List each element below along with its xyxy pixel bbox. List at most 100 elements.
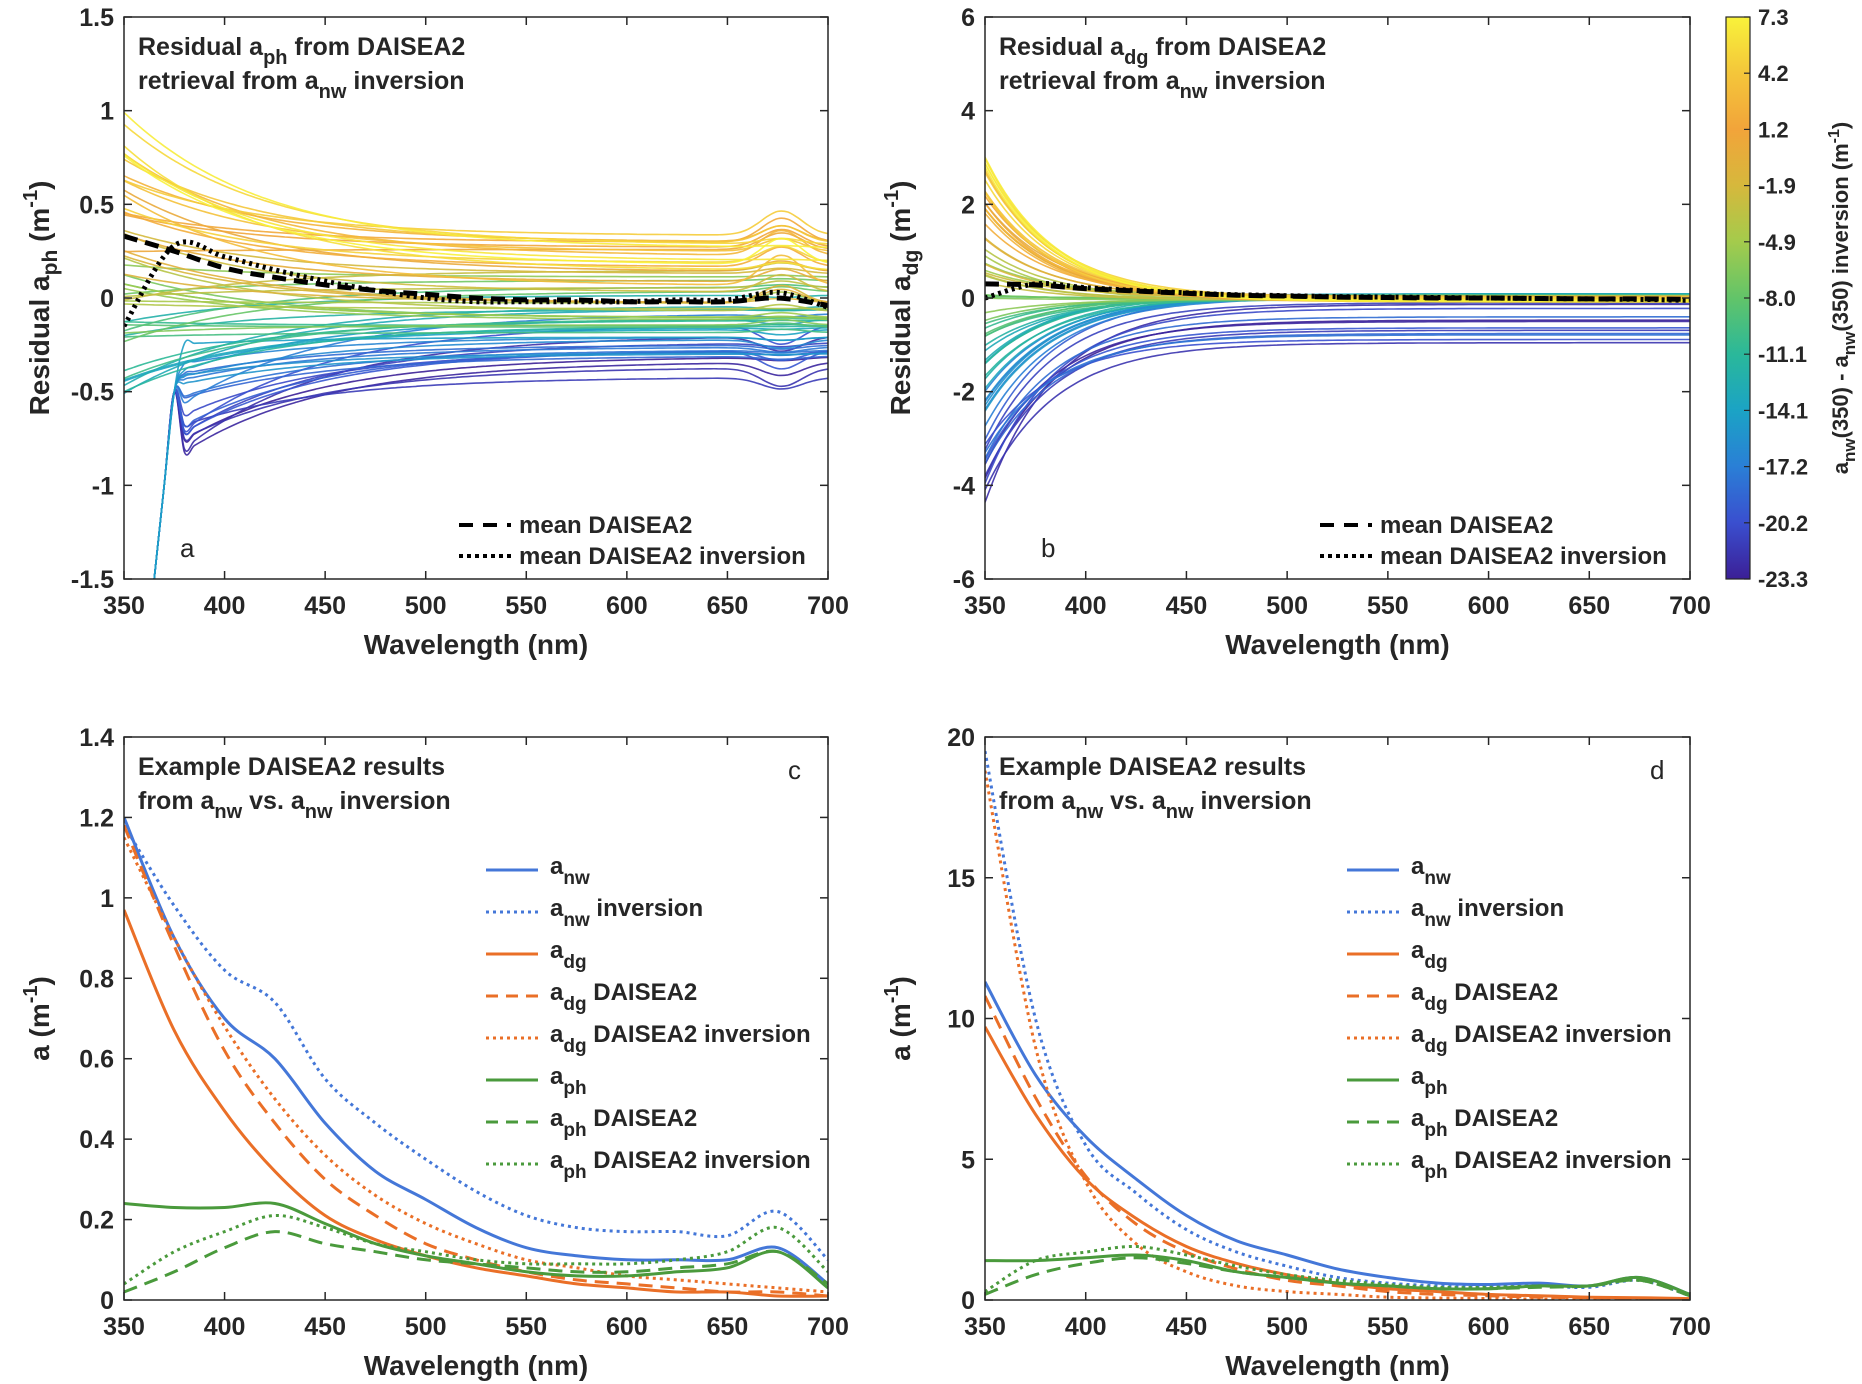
title-sub: nw: [305, 801, 333, 823]
residual-spectrum-line: [985, 162, 1690, 303]
panel-b-chart: 350 400 450 500 550 600 650 700 -6 -4 -2 0 2 4 6 Wavele…: [881, 4, 1711, 660]
legend-label: adg: [1411, 937, 1448, 973]
title-sub: nw: [214, 801, 242, 823]
legend-sub: dg: [563, 994, 586, 1015]
x-tick-label: 650: [707, 1313, 749, 1341]
title-text: Example DAISEA2 results: [138, 753, 445, 781]
y-tick-label: 2: [961, 191, 975, 219]
y-axis-label: a (m-1): [20, 976, 55, 1061]
colorbar-tick-label: 4.2: [1758, 61, 1789, 86]
x-axis-label: Wavelength (nm): [364, 629, 589, 660]
legend-text: DAISEA2 inversion: [1448, 1021, 1672, 1048]
title-sub: nw: [1180, 81, 1208, 103]
panel-title-line1: Example DAISEA2 results: [138, 753, 445, 781]
title-text: inversion: [333, 787, 451, 815]
title-text: Example DAISEA2 results: [999, 753, 1306, 781]
x-tick-label: 350: [964, 1313, 1006, 1341]
x-axis-label: Wavelength (nm): [1225, 1350, 1450, 1381]
title-sub: dg: [1124, 47, 1148, 69]
y-label-sup: -1: [20, 985, 42, 1003]
x-tick-label: 450: [1166, 1313, 1208, 1341]
residual-spectrum-line: [153, 342, 828, 579]
residual-spectrum-line: [124, 257, 828, 312]
title-sub: nw: [1166, 801, 1194, 823]
y-tick-label: 1.5: [79, 4, 114, 32]
panel-title-line1: Residual adg from DAISEA2: [999, 33, 1326, 69]
residual-spectrum-line: [124, 158, 828, 243]
y-label-text: ): [24, 181, 55, 190]
legend-sub: ph: [563, 1078, 586, 1099]
y-label-text: ): [885, 976, 916, 985]
legend-label: anw: [550, 853, 590, 889]
legend-label: adg DAISEA2: [1411, 979, 1558, 1015]
residual-spectrum-line: [124, 123, 828, 245]
residual-spectrum-line: [153, 339, 828, 579]
legend-text: DAISEA2: [1448, 979, 1559, 1006]
y-tick-label: 15: [947, 865, 975, 893]
x-tick-label: 600: [1468, 1313, 1510, 1341]
series-line-c-1: [124, 824, 828, 1261]
y-label-sup: -1: [881, 985, 903, 1003]
title-text: vs. a: [242, 787, 306, 815]
residual-spectrum-line: [124, 322, 828, 328]
x-tick-label: 550: [505, 1313, 547, 1341]
residual-spectrum-line: [124, 211, 828, 268]
panel-title-line1: Example DAISEA2 results: [999, 753, 1306, 781]
legend-sub: dg: [563, 952, 586, 973]
legend-text: DAISEA2: [587, 979, 698, 1006]
x-tick-label: 600: [1468, 592, 1510, 620]
series-line-d-4: [985, 770, 1690, 1300]
y-tick-label: -1.5: [71, 566, 114, 594]
residual-spectrum-line: [124, 229, 828, 274]
legend-sub: ph: [563, 1162, 586, 1183]
legend-text: DAISEA2: [587, 1105, 698, 1132]
panel-letter: b: [1041, 533, 1055, 563]
y-tick-label: 0: [100, 1287, 114, 1315]
y-tick-label: 0: [100, 285, 114, 313]
y-axis-label: Residual aph (m-1): [20, 181, 62, 416]
residual-spectrum-line: [124, 280, 828, 298]
colorbar-label-sub: nw: [1840, 438, 1859, 462]
y-axis-label: Residual adg (m-1): [881, 181, 923, 416]
series-line-c-0: [124, 816, 828, 1286]
series-line-c-7: [124, 1213, 828, 1286]
y-tick-label: 0.2: [79, 1207, 114, 1235]
residual-spectrum-line: [124, 153, 828, 262]
series-line-c-3: [124, 824, 828, 1298]
panel-title-line2: from anw vs. anw inversion: [138, 787, 451, 823]
legend-sub: dg: [1424, 952, 1447, 973]
x-tick-label: 500: [1266, 1313, 1308, 1341]
legend-sub: dg: [1424, 1036, 1447, 1057]
y-tick-label: 20: [947, 724, 975, 752]
series-line-c-4: [124, 836, 828, 1294]
colorbar-tick-label: 1.2: [1758, 117, 1789, 142]
colorbar-tick-label: -23.3: [1758, 567, 1808, 592]
legend-label: aph DAISEA2 inversion: [550, 1147, 811, 1183]
series-group: [985, 750, 1690, 1300]
legend-text: a: [1411, 895, 1425, 922]
residual-spectrum-line: [124, 179, 828, 252]
legend-sub: ph: [1424, 1120, 1447, 1141]
colorbar: 7.3 4.2 1.2 -1.9 -4.9 -8.0 -11.1 -14.1 -17.2 -20.…: [1725, 5, 1859, 592]
colorbar-label-text: ): [1828, 122, 1853, 129]
colorbar-tick-label: -11.1: [1758, 342, 1807, 367]
series-line-c-2: [124, 909, 828, 1298]
y-axis-label: a (m-1): [881, 976, 916, 1061]
colorbar-tick-label: -8.0: [1758, 286, 1796, 311]
series-line-d-3: [985, 995, 1690, 1300]
residual-spectrum-line: [153, 346, 828, 579]
residual-spectrum-line: [985, 332, 1690, 464]
title-text: from a: [999, 787, 1077, 815]
legend-text: a: [550, 979, 564, 1006]
y-label-text: a (m: [24, 1003, 55, 1061]
legend-text: a: [1411, 1147, 1425, 1174]
x-axis-label: Wavelength (nm): [364, 1350, 589, 1381]
residual-spectrum-line: [124, 194, 828, 286]
title-text: Residual a: [138, 33, 264, 61]
x-tick-label: 550: [1367, 1313, 1409, 1341]
series-group: [124, 816, 828, 1298]
residual-spectrum-line: [153, 377, 828, 579]
legend-label: mean DAISEA2: [1380, 512, 1553, 539]
legend-sub: ph: [563, 1120, 586, 1141]
x-tick-label: 400: [1065, 1313, 1107, 1341]
